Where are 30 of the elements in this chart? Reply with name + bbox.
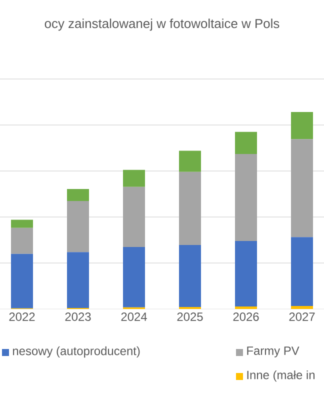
bar bbox=[11, 228, 33, 254]
bar bbox=[179, 150, 202, 172]
x-tick-label: 2022 bbox=[9, 312, 35, 321]
bar bbox=[67, 201, 89, 252]
bar bbox=[235, 154, 258, 242]
x-tick-label: 2025 bbox=[177, 312, 203, 321]
bar bbox=[291, 306, 314, 309]
x-tick-label: 2027 bbox=[289, 312, 315, 321]
x-tick-label: 2023 bbox=[65, 312, 91, 321]
bar bbox=[123, 186, 146, 247]
x-tick-label: 2026 bbox=[233, 312, 259, 321]
bar bbox=[179, 172, 202, 245]
bar bbox=[11, 220, 33, 228]
legend-label: Farmy PV bbox=[247, 346, 300, 358]
bar bbox=[291, 112, 314, 140]
bar bbox=[291, 237, 314, 306]
bar bbox=[123, 246, 146, 308]
bar bbox=[67, 189, 89, 202]
x-tick-label: 2024 bbox=[121, 312, 147, 321]
chart-title: ocy zainstalowanej w fotowoltaice w Pols bbox=[44, 18, 280, 31]
bar bbox=[123, 170, 146, 187]
legend-label: nesowy (autoproducent) bbox=[12, 346, 140, 358]
bar bbox=[67, 252, 89, 308]
bar bbox=[291, 139, 314, 238]
legend-label: Inne (małe in bbox=[247, 370, 315, 382]
bar bbox=[11, 254, 33, 308]
bar bbox=[235, 132, 258, 154]
bar bbox=[235, 241, 258, 306]
bar bbox=[235, 306, 258, 309]
bar bbox=[179, 244, 202, 308]
